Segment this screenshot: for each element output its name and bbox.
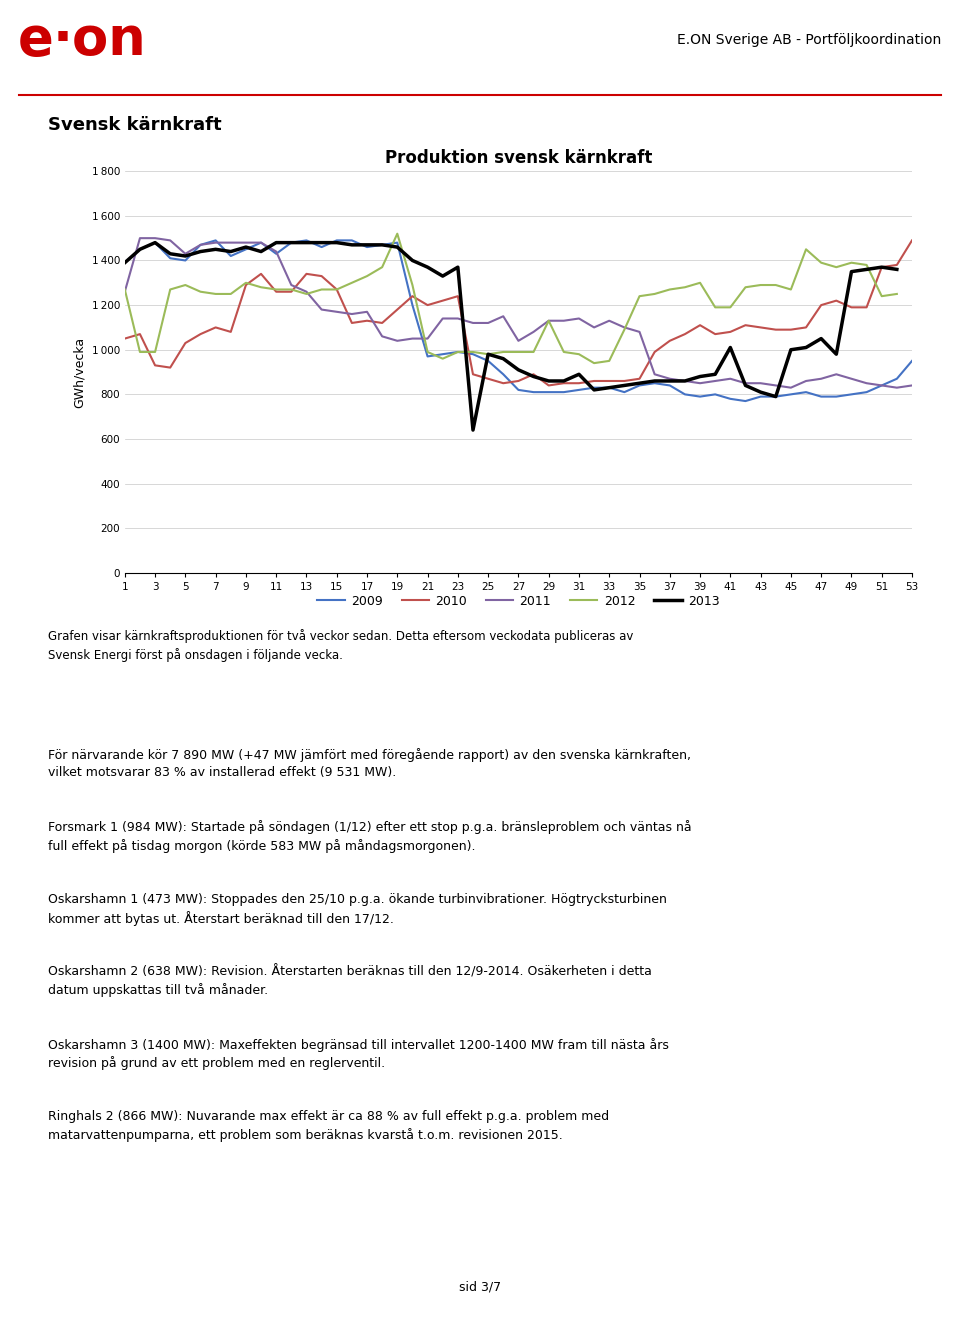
2013 <box>891 262 902 278</box>
2010 <box>634 371 645 387</box>
2011 <box>134 230 146 246</box>
Title: Produktion svensk kärnkraft: Produktion svensk kärnkraft <box>385 149 652 167</box>
2013 <box>618 378 630 394</box>
2011 <box>347 306 358 321</box>
2010 <box>906 233 918 249</box>
2011 <box>634 324 645 340</box>
Text: Oskarshamn 3 (1400 MW): Maxeffekten begränsad till intervallet 1200-1400 MW fram: Oskarshamn 3 (1400 MW): Maxeffekten begr… <box>48 1038 669 1071</box>
Text: Grafen visar kärnkraftsproduktionen för två veckor sedan. Detta eftersom veckoda: Grafen visar kärnkraftsproduktionen för … <box>48 630 634 662</box>
Line: 2009: 2009 <box>125 241 912 402</box>
2009 <box>906 353 918 369</box>
Text: E.ON Sverige AB - Portföljkoordination: E.ON Sverige AB - Portföljkoordination <box>677 33 941 47</box>
2011 <box>604 313 615 329</box>
2009 <box>604 379 615 395</box>
Text: Ringhals 2 (866 MW): Nuvarande max effekt är ca 88 % av full effekt p.g.a. probl: Ringhals 2 (866 MW): Nuvarande max effek… <box>48 1110 610 1142</box>
2009 <box>210 233 222 249</box>
2012 <box>618 321 630 337</box>
2009 <box>588 379 600 395</box>
Text: Oskarshamn 2 (638 MW): Revision. Återstarten beräknas till den 12/9-2014. Osäker: Oskarshamn 2 (638 MW): Revision. Återsta… <box>48 965 652 997</box>
Text: Oskarshamn 1 (473 MW): Stoppades den 25/10 p.g.a. ökande turbinvibrationer. Högt: Oskarshamn 1 (473 MW): Stoppades den 25/… <box>48 893 667 926</box>
Text: Forsmark 1 (984 MW): Startade på söndagen (1/12) efter ett stop p.g.a. bränslepr: Forsmark 1 (984 MW): Startade på söndage… <box>48 820 691 853</box>
Text: ·on: ·on <box>53 14 147 66</box>
Line: 2012: 2012 <box>125 233 897 363</box>
2010 <box>604 373 615 389</box>
2013 <box>195 244 206 259</box>
2012 <box>180 277 191 292</box>
2009 <box>755 389 766 404</box>
2009 <box>347 233 358 249</box>
2011 <box>649 366 660 382</box>
Legend: 2009, 2010, 2011, 2012, 2013: 2009, 2010, 2011, 2012, 2013 <box>312 590 725 612</box>
2011 <box>119 284 131 300</box>
2009 <box>740 394 752 410</box>
2010 <box>119 331 131 346</box>
2012 <box>543 313 555 329</box>
2009 <box>119 254 131 270</box>
2012 <box>407 277 419 292</box>
Text: För närvarande kör 7 890 MW (+47 MW jämfört med föregående rapport) av den svens: För närvarande kör 7 890 MW (+47 MW jämf… <box>48 748 691 780</box>
2013 <box>513 362 524 378</box>
2013 <box>407 253 419 269</box>
Text: Svensk kärnkraft: Svensk kärnkraft <box>48 116 222 134</box>
2013 <box>119 254 131 270</box>
2012 <box>392 225 403 241</box>
2012 <box>119 282 131 298</box>
Text: sid 3/7: sid 3/7 <box>459 1281 501 1293</box>
2010 <box>543 378 555 394</box>
Line: 2010: 2010 <box>125 241 912 386</box>
2010 <box>588 373 600 389</box>
2012 <box>649 286 660 302</box>
2012 <box>497 344 509 360</box>
2012 <box>588 356 600 371</box>
2013 <box>468 423 479 439</box>
2010 <box>830 292 842 308</box>
2013 <box>558 373 569 389</box>
2012 <box>891 286 902 302</box>
Line: 2011: 2011 <box>125 238 912 387</box>
2013 <box>649 373 660 389</box>
2009 <box>634 378 645 394</box>
Line: 2013: 2013 <box>125 242 897 431</box>
2010 <box>740 317 752 333</box>
2010 <box>331 282 343 298</box>
Text: e: e <box>17 14 53 66</box>
2009 <box>649 375 660 391</box>
Y-axis label: GWh/vecka: GWh/vecka <box>73 336 86 408</box>
2013 <box>150 234 161 250</box>
2011 <box>740 375 752 391</box>
2011 <box>785 379 797 395</box>
2011 <box>588 320 600 336</box>
2011 <box>906 378 918 394</box>
